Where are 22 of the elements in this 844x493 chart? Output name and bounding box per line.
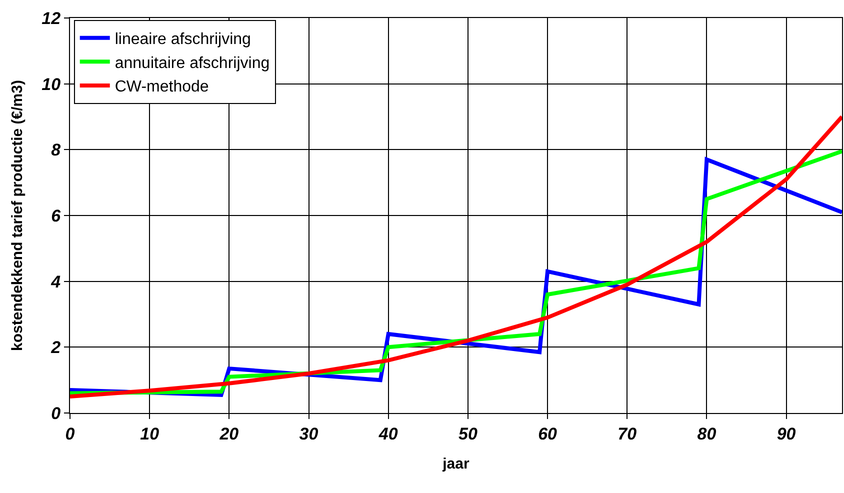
x-tick-label: 60	[538, 424, 558, 444]
x-tick-label: 80	[697, 424, 717, 444]
x-tick-label: 10	[140, 424, 160, 444]
x-tick-label: 20	[218, 424, 240, 444]
y-axis-title: kostendekkend tarief productie (€/m3)	[8, 80, 26, 351]
y-tick-label: 4	[50, 272, 62, 292]
y-tick-label: 2	[50, 338, 62, 358]
x-axis-title: jaar	[442, 455, 470, 472]
y-tick-label: 12	[42, 8, 62, 28]
x-tick-label: 90	[776, 424, 796, 444]
x-tick-label: 30	[299, 424, 319, 444]
y-tick-label: 10	[42, 74, 62, 94]
legend-label: annuitaire afschrijving	[114, 54, 270, 72]
x-tick-label: 70	[618, 424, 638, 444]
legend-label: CW-methode	[114, 78, 209, 96]
y-tick-label: 0	[51, 404, 62, 423]
y-tick-label: 6	[51, 206, 62, 226]
x-tick-label: 50	[458, 424, 478, 444]
y-tick-label: 8	[51, 140, 62, 160]
legend-label: lineaire afschrijving	[114, 31, 251, 48]
x-tick-label: 0	[65, 424, 76, 444]
x-tick-label: 40	[378, 424, 398, 444]
